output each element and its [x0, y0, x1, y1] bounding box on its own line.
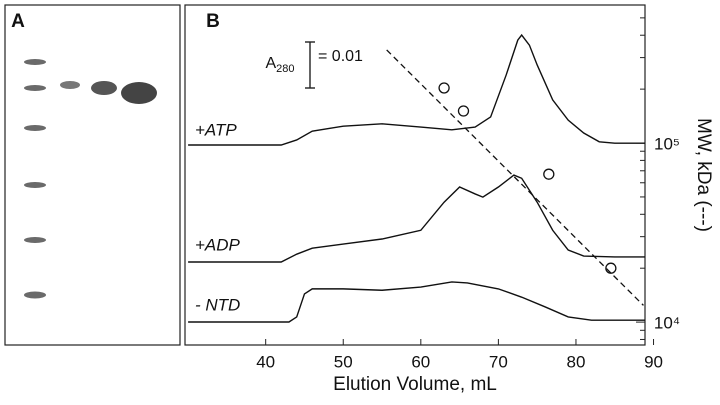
scale-bar-value: = 0.01 — [318, 48, 363, 65]
panel-label: B — [206, 11, 220, 32]
trace — [188, 33, 645, 146]
x-tick-label: 40 — [256, 352, 275, 371]
plot-frame — [184, 4, 646, 346]
sample-band — [60, 81, 80, 89]
trace-label: +ATP — [195, 120, 237, 139]
ladder-band — [24, 237, 46, 243]
calibration-point — [543, 168, 555, 180]
panel-label: A — [11, 11, 25, 32]
trace-label: - NTD — [195, 295, 240, 314]
calibration-point — [605, 262, 617, 274]
x-tick-label: 60 — [411, 352, 430, 371]
trace — [188, 174, 645, 263]
ladder-band — [24, 85, 46, 91]
ladder-band — [24, 125, 46, 131]
ladder-band — [24, 291, 46, 299]
trace-label: +ADP — [195, 235, 241, 254]
x-tick-label: 80 — [567, 352, 586, 371]
scale-bar-subscript: 280 — [276, 63, 294, 75]
scale-bar-unit: A — [265, 55, 276, 72]
calibration-point — [438, 82, 450, 94]
ladder-band — [24, 182, 46, 188]
y2-tick-label: 10⁵ — [654, 135, 680, 154]
x-axis-label: Elution Volume, mL — [333, 374, 497, 395]
scale-bar-label: A280 — [265, 55, 294, 75]
x-tick-label: 90 — [644, 352, 663, 371]
sample-band — [91, 81, 117, 95]
x-tick-label: 70 — [489, 352, 508, 371]
y2-tick-label: 10⁴ — [654, 314, 680, 333]
ladder-band — [24, 59, 46, 65]
sample-band — [121, 82, 157, 104]
fit-line — [386, 49, 644, 306]
calibration-point — [457, 105, 470, 117]
ladder — [24, 59, 46, 299]
x-tick-label: 50 — [334, 352, 353, 371]
trace — [188, 281, 645, 323]
y2-axis-label: MW, kDa (---) — [693, 118, 714, 232]
gel-panel: A — [4, 4, 181, 346]
